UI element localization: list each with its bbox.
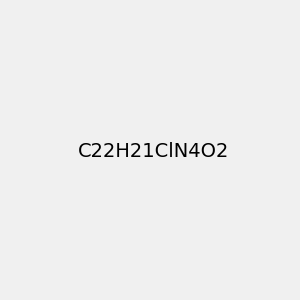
Text: C22H21ClN4O2: C22H21ClN4O2 [78,142,230,161]
